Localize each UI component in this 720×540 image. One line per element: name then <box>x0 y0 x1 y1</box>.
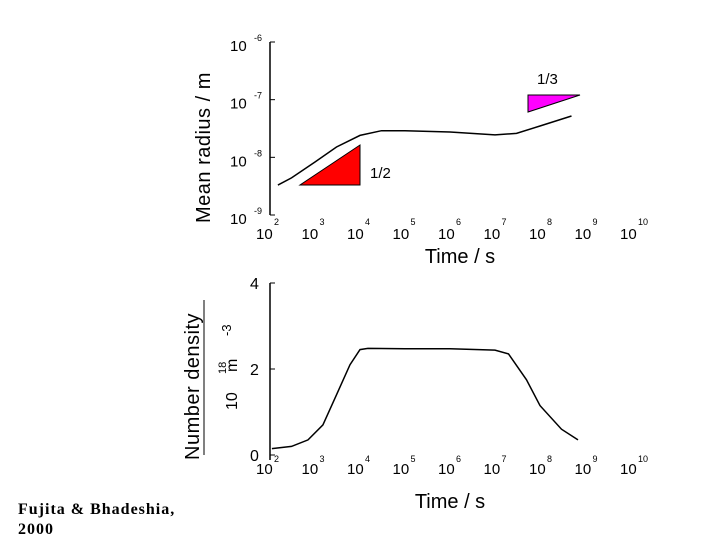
radius-y-tick-base: 10 <box>230 38 247 55</box>
density-unit-m-exp: -3 <box>219 324 234 336</box>
density-x-tick-base: 10 <box>302 461 319 478</box>
density-x-tick-exp: 2 <box>274 454 279 464</box>
density-x-tick-exp: 3 <box>320 454 325 464</box>
density-unit-exp: 18 <box>217 362 229 374</box>
radius-x-tick-base: 10 <box>256 226 273 243</box>
citation-authors: Fujita & Bhadeshia, <box>18 501 176 518</box>
density-x-tick-exp: 9 <box>593 454 598 464</box>
radius-x-tick-exp: 10 <box>638 217 648 227</box>
citation: Fujita & Bhadeshia, 2000 <box>18 500 175 540</box>
density-x-title: Time / s <box>415 491 485 513</box>
radius-x-tick-exp: 3 <box>320 217 325 227</box>
radius-x-tick-base: 10 <box>529 226 546 243</box>
citation-year: 2000 <box>18 521 54 538</box>
radius-x-tick-base: 10 <box>575 226 592 243</box>
density-x-tick-exp: 6 <box>456 454 461 464</box>
radius-x-tick-exp: 5 <box>411 217 416 227</box>
radius-x-tick-base: 10 <box>484 226 501 243</box>
slope-half-triangle <box>298 144 361 186</box>
density-y-ticks: 0 2 4 <box>250 276 275 465</box>
density-x-tick-base: 10 <box>393 461 410 478</box>
density-x-tick-exp: 7 <box>502 454 507 464</box>
density-y-title: Number density <box>182 313 204 460</box>
density-x-tick-exp: 4 <box>365 454 370 464</box>
radius-y-tick-base: 10 <box>230 211 247 228</box>
density-y-tick-label: 2 <box>250 362 259 379</box>
radius-x-tick-exp: 6 <box>456 217 461 227</box>
radius-x-tick-base: 10 <box>393 226 410 243</box>
density-y-tick-label: 4 <box>250 276 259 293</box>
slope-third-triangle <box>527 94 581 113</box>
radius-x-tick-base: 10 <box>438 226 455 243</box>
slope-third-label: 1/3 <box>537 71 558 88</box>
density-unit: 10 18 m -3 <box>217 324 241 410</box>
radius-curve <box>277 115 572 186</box>
radius-y-ticks: 10 -6 10 -7 10 -8 10 -9 <box>230 33 275 228</box>
radius-x-tick-exp: 2 <box>274 217 279 227</box>
radius-y-tick-exp: -7 <box>254 91 262 101</box>
radius-y-tick-exp: -8 <box>254 148 262 158</box>
density-x-tick-exp: 8 <box>547 454 552 464</box>
radius-x-title: Time / s <box>425 246 495 268</box>
radius-y-tick-base: 10 <box>230 153 247 170</box>
density-x-tick-base: 10 <box>438 461 455 478</box>
radius-y-title: Mean radius / m <box>193 72 215 223</box>
density-x-tick-base: 10 <box>529 461 546 478</box>
radius-x-tick-exp: 9 <box>593 217 598 227</box>
density-x-tick-base: 10 <box>484 461 501 478</box>
radius-x-tick-exp: 7 <box>502 217 507 227</box>
radius-x-tick-base: 10 <box>347 226 364 243</box>
density-unit-base: 10 <box>224 392 241 410</box>
density-x-tick-base: 10 <box>256 461 273 478</box>
radius-y-tick-base: 10 <box>230 96 247 113</box>
density-curve <box>271 347 579 450</box>
density-y-tick-label: 0 <box>250 448 259 465</box>
radius-y-tick-exp: -9 <box>254 206 262 216</box>
radius-y-tick-exp: -6 <box>254 33 262 43</box>
radius-x-tick-base: 10 <box>620 226 637 243</box>
slope-half-label: 1/2 <box>370 165 391 182</box>
density-x-tick-exp: 5 <box>411 454 416 464</box>
radius-x-tick-exp: 4 <box>365 217 370 227</box>
density-x-tick-exp: 10 <box>638 454 648 464</box>
density-x-tick-base: 10 <box>575 461 592 478</box>
density-unit-m: m <box>224 359 241 372</box>
radius-x-tick-base: 10 <box>302 226 319 243</box>
radius-x-tick-exp: 8 <box>547 217 552 227</box>
density-x-tick-base: 10 <box>620 461 637 478</box>
radius-chart: 10-610-710-810-9 10210310410510610710810… <box>193 33 648 268</box>
density-x-tick-base: 10 <box>347 461 364 478</box>
